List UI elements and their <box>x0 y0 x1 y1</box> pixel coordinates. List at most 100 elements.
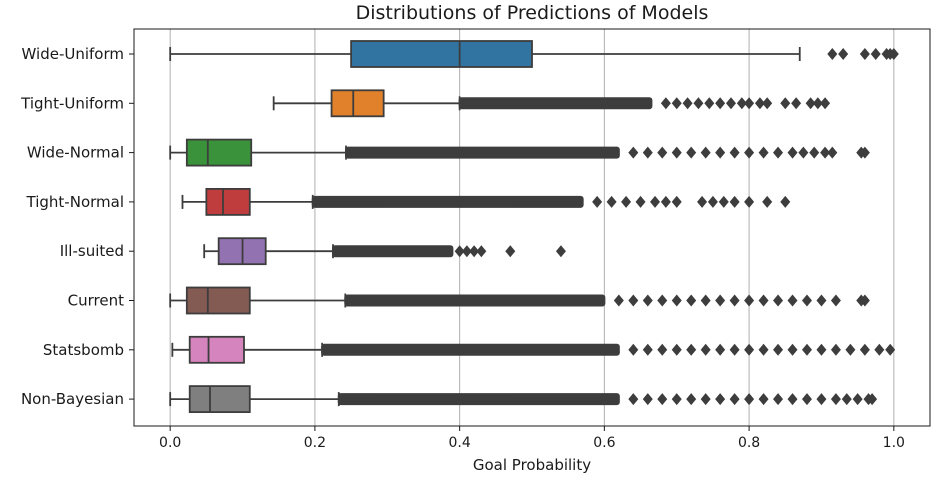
outlier-point <box>762 97 773 110</box>
outlier-point <box>801 393 812 406</box>
outlier-point <box>758 343 769 356</box>
outlier-point <box>744 393 755 406</box>
iqr-box <box>330 89 385 118</box>
outlier-point <box>852 393 863 406</box>
outlier-point <box>762 195 773 208</box>
outlier-band <box>332 245 454 258</box>
outlier-point <box>715 146 726 159</box>
outlier-point <box>715 97 726 110</box>
outlier-point <box>791 97 802 110</box>
outlier-point <box>787 393 798 406</box>
outlier-point <box>744 146 755 159</box>
outlier-point <box>744 294 755 307</box>
outlier-point <box>816 343 827 356</box>
outlier-point <box>606 195 617 208</box>
outlier-band <box>311 195 584 208</box>
outlier-point <box>671 195 682 208</box>
iqr-box <box>188 385 251 414</box>
outlier-point <box>555 245 566 258</box>
x-tick-label: 1.0 <box>883 435 905 451</box>
outlier-point <box>660 195 671 208</box>
x-tick-label: 0.8 <box>738 435 760 451</box>
outlier-point <box>671 294 682 307</box>
y-tick-label: Ill-suited <box>60 242 124 260</box>
outlier-band <box>345 146 620 159</box>
outlier-point <box>628 294 639 307</box>
outlier-point <box>671 146 682 159</box>
outlier-point <box>773 294 784 307</box>
outlier-band <box>337 393 620 406</box>
outlier-point <box>700 294 711 307</box>
outlier-point <box>744 195 755 208</box>
outlier-point <box>700 393 711 406</box>
outlier-point <box>715 393 726 406</box>
iqr-box <box>350 40 533 68</box>
outlier-point <box>592 195 603 208</box>
outlier-band <box>321 343 620 356</box>
outlier-point <box>812 97 823 110</box>
outlier-point <box>820 146 831 159</box>
y-tick-label: Current <box>68 292 124 310</box>
outlier-point <box>700 146 711 159</box>
outlier-point <box>801 343 812 356</box>
x-tick-label: 0.4 <box>449 435 471 451</box>
outlier-point <box>628 343 639 356</box>
outlier-point <box>476 245 487 258</box>
outlier-point <box>830 393 841 406</box>
box-ill-suited <box>203 237 566 266</box>
outlier-point <box>613 294 624 307</box>
outlier-point <box>671 97 682 110</box>
outlier-point <box>635 195 646 208</box>
outlier-point <box>686 146 697 159</box>
outlier-point <box>729 146 740 159</box>
iqr-box <box>185 286 251 315</box>
plot-frame <box>133 28 931 427</box>
outlier-point <box>827 146 838 159</box>
box-wide-normal <box>169 138 870 167</box>
outlier-point <box>682 97 693 110</box>
outlier-point <box>697 195 708 208</box>
outlier-point <box>780 97 791 110</box>
outlier-point <box>758 294 769 307</box>
box-statsbomb <box>171 335 896 364</box>
outlier-point <box>707 195 718 208</box>
outlier-point <box>758 146 769 159</box>
outlier-point <box>660 97 671 110</box>
outlier-point <box>758 393 769 406</box>
outlier-point <box>870 48 881 60</box>
outlier-point <box>773 343 784 356</box>
outlier-point <box>736 97 747 110</box>
outlier-point <box>830 294 841 307</box>
outlier-point <box>642 146 653 159</box>
iqr-box <box>205 187 251 216</box>
outlier-point <box>715 343 726 356</box>
outlier-point <box>787 294 798 307</box>
outlier-point <box>816 393 827 406</box>
y-tick-label: Wide-Uniform <box>22 45 124 63</box>
outlier-point <box>845 343 856 356</box>
box-non-bayesian <box>169 385 878 414</box>
outlier-point <box>718 195 729 208</box>
outlier-point <box>704 97 715 110</box>
outlier-point <box>859 294 870 307</box>
outlier-point <box>642 393 653 406</box>
box-tight-normal <box>181 187 791 216</box>
x-tick-label: 0.6 <box>593 435 615 451</box>
outlier-point <box>454 245 465 258</box>
outlier-point <box>671 343 682 356</box>
outlier-point <box>461 245 472 258</box>
outlier-point <box>754 97 765 110</box>
outlier-point <box>859 343 870 356</box>
iqr-box <box>188 335 245 364</box>
outlier-point <box>729 294 740 307</box>
outlier-point <box>726 97 736 110</box>
iqr-box <box>185 138 253 167</box>
outlier-point <box>888 48 899 60</box>
outlier-point <box>780 195 791 208</box>
outlier-point <box>642 343 653 356</box>
outlier-point <box>657 146 668 159</box>
outlier-point <box>773 393 784 406</box>
y-tick-label: Tight-Uniform <box>20 94 124 112</box>
outlier-point <box>693 97 704 110</box>
